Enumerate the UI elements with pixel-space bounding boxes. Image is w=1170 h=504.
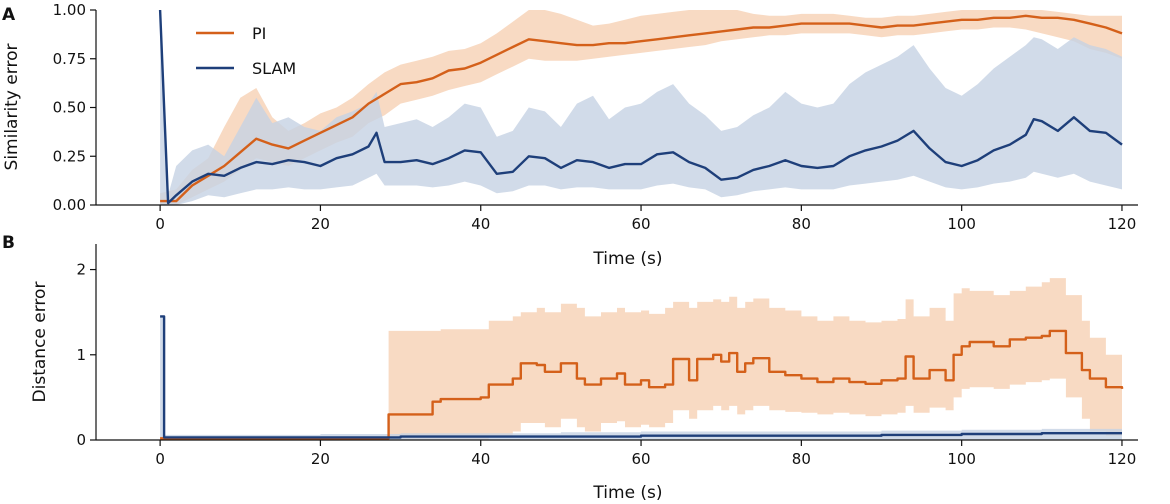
pi-error-band [160, 10, 1123, 205]
panel-label-b: B [2, 233, 15, 253]
panel-a-x-label: Time (s) [592, 249, 662, 269]
slam-error-band [160, 10, 1123, 205]
x-tick-label: 120 [1108, 450, 1137, 468]
x-tick-label: 40 [471, 450, 490, 468]
x-tick-label: 100 [947, 215, 976, 233]
x-tick-label: 0 [155, 215, 165, 233]
y-tick-label: 0 [76, 431, 86, 449]
x-tick-label: 80 [792, 450, 811, 468]
legend: PI SLAM [196, 24, 296, 78]
panel-label-a: A [2, 5, 16, 25]
panel-b-x-label: Time (s) [592, 483, 662, 503]
panel-a-y-label: Similarity error [2, 44, 22, 171]
panel-b-x-ticks: 0 20 40 60 80 100 120 [155, 440, 1136, 468]
slam-mean-line [160, 315, 1122, 439]
panel-b: B 0 20 40 60 80 100 120 0 1 2 Time (s) Distance … [2, 233, 1138, 503]
pi-error-band [160, 278, 1123, 440]
y-tick-label: 2 [76, 261, 86, 279]
panel-a-bands [160, 10, 1123, 205]
y-tick-label: 0.50 [53, 99, 86, 117]
y-tick-label: 1.00 [53, 1, 86, 19]
panel-b-y-label: Distance error [30, 282, 50, 403]
panel-b-y-ticks: 0 1 2 [76, 261, 96, 449]
x-tick-label: 120 [1108, 215, 1137, 233]
panel-a-lines [158, 9, 1123, 205]
x-tick-label: 0 [155, 450, 165, 468]
pi-mean-line [160, 329, 1124, 440]
panel-b-lines [160, 315, 1124, 440]
panel-a: A 0 20 40 60 80 100 120 0.00 0.25 0.50 0.75 1.00 T… [2, 1, 1138, 269]
y-tick-label: 0.25 [53, 147, 86, 165]
y-tick-label: 0.75 [53, 50, 86, 68]
x-tick-label: 20 [311, 215, 330, 233]
x-tick-label: 40 [471, 215, 490, 233]
x-tick-label: 100 [947, 450, 976, 468]
x-tick-label: 80 [792, 215, 811, 233]
panel-a-y-ticks: 0.00 0.25 0.50 0.75 1.00 [53, 1, 96, 214]
x-tick-label: 20 [311, 450, 330, 468]
pi-mean-line [160, 14, 1123, 203]
x-tick-label: 60 [631, 215, 650, 233]
y-tick-label: 1 [76, 346, 86, 364]
slam-mean-line [158, 9, 1123, 205]
panel-b-bands [160, 278, 1123, 440]
panel-a-x-ticks: 0 20 40 60 80 100 120 [155, 205, 1136, 233]
legend-label-slam: SLAM [252, 59, 296, 78]
x-tick-label: 60 [631, 450, 650, 468]
y-tick-label: 0.00 [53, 196, 86, 214]
legend-label-pi: PI [252, 24, 266, 43]
